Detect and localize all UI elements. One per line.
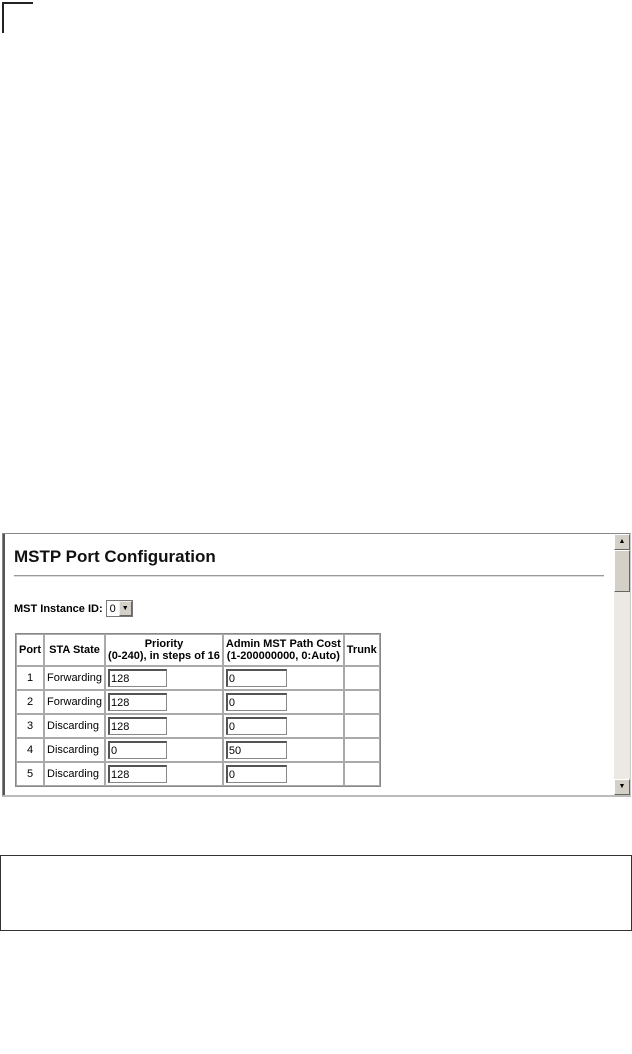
header-priority-title: Priority: [144, 638, 184, 650]
arrow-down-icon[interactable]: ▼: [614, 779, 630, 795]
trunk-cell: [343, 690, 380, 714]
port-cell: 3: [16, 714, 44, 738]
priority-cell: [105, 762, 223, 786]
header-priority: Priority (0-240), in steps of 16: [105, 634, 223, 666]
cost-cell: [222, 738, 344, 762]
trunk-cell: [343, 738, 380, 762]
path-cost-input[interactable]: [225, 669, 287, 687]
trunk-cell: [343, 714, 380, 738]
path-cost-input[interactable]: [225, 765, 287, 783]
priority-cell: [105, 690, 223, 714]
state-cell: Discarding: [44, 762, 106, 786]
path-cost-input[interactable]: [225, 717, 287, 735]
scrollbar-thumb[interactable]: [614, 550, 630, 592]
table-row: 5 Discarding: [16, 762, 380, 786]
priority-cell: [105, 666, 223, 690]
browser-window: MSTP Port Configuration MST Instance ID:…: [2, 533, 631, 797]
state-cell: Discarding: [44, 738, 106, 762]
priority-input[interactable]: [108, 693, 168, 711]
cost-cell: [222, 666, 344, 690]
table-row: 3 Discarding: [16, 714, 380, 738]
mst-instance-row: MST Instance ID: 0 ▼: [14, 600, 133, 617]
state-cell: Discarding: [44, 714, 106, 738]
priority-input[interactable]: [108, 741, 168, 759]
cost-cell: [222, 714, 344, 738]
note-box: [0, 855, 632, 931]
header-state: STA State: [44, 634, 106, 666]
table-row: 4 Discarding: [16, 738, 380, 762]
divider: [14, 575, 604, 577]
priority-cell: [105, 714, 223, 738]
header-port: Port: [16, 634, 44, 666]
chevron-down-icon: ▼: [118, 601, 132, 616]
trunk-cell: [343, 666, 380, 690]
header-cost-title: Admin MST Path Cost: [225, 638, 341, 650]
port-cell: 4: [16, 738, 44, 762]
header-priority-range: (0-240), in steps of 16: [108, 650, 220, 662]
path-cost-input[interactable]: [225, 693, 287, 711]
table-header: Port STA State Priority (0-240), in steps…: [16, 634, 380, 666]
header-trunk: Trunk: [343, 634, 380, 666]
mst-instance-value: 0: [109, 602, 116, 615]
cost-cell: [222, 762, 344, 786]
port-cell: 5: [16, 762, 44, 786]
crop-mark: [2, 2, 33, 33]
page-title: MSTP Port Configuration: [14, 547, 216, 566]
vertical-scrollbar[interactable]: ▲ ▼: [614, 534, 630, 795]
mst-instance-label: MST Instance ID:: [14, 602, 103, 615]
mst-instance-select[interactable]: 0 ▼: [105, 600, 133, 617]
priority-input[interactable]: [108, 765, 168, 783]
priority-input[interactable]: [108, 717, 168, 735]
priority-cell: [105, 738, 223, 762]
path-cost-input[interactable]: [225, 741, 287, 759]
port-cell: 1: [16, 666, 44, 690]
port-cell: 2: [16, 690, 44, 714]
table-row: 2 Forwarding: [16, 690, 380, 714]
trunk-cell: [343, 762, 380, 786]
priority-input[interactable]: [108, 669, 168, 687]
state-cell: Forwarding: [44, 666, 106, 690]
arrow-up-icon[interactable]: ▲: [614, 534, 630, 550]
state-cell: Forwarding: [44, 690, 106, 714]
port-table: Port STA State Priority (0-240), in steps…: [15, 633, 381, 787]
cost-cell: [222, 690, 344, 714]
header-cost: Admin MST Path Cost (1-200000000, 0:Auto): [222, 634, 344, 666]
table-row: 1 Forwarding: [16, 666, 380, 690]
header-cost-range: (1-200000000, 0:Auto): [226, 650, 340, 662]
